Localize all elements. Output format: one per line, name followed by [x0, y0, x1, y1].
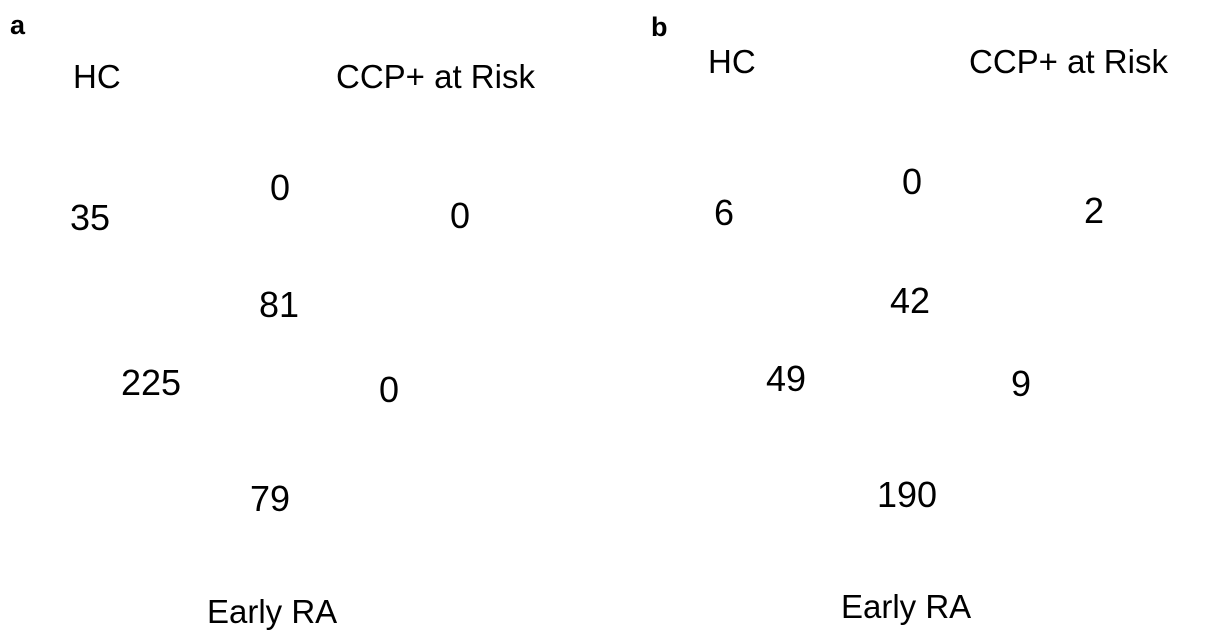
- count-center: 42: [890, 280, 931, 321]
- set-label-early-ra: Early RA: [207, 593, 338, 630]
- count-hc-ccp: 0: [902, 161, 923, 202]
- venn-panel-a: a HC CCP+ at Risk Early RA 35 0 0 81 225…: [0, 0, 600, 642]
- venn-panel-b: b HC CCP+ at Risk Early RA 6 0 2 42 49 9…: [600, 0, 1200, 642]
- count-hc-ra: 225: [121, 362, 182, 403]
- count-hc-only: 6: [714, 192, 735, 233]
- set-label-hc: HC: [708, 43, 756, 80]
- panel-label: a: [10, 10, 26, 40]
- set-label-ccp-at-risk: CCP+ at Risk: [336, 58, 535, 95]
- count-ccp-ra: 0: [379, 369, 400, 410]
- count-ccp-only: 2: [1084, 190, 1105, 231]
- count-ccp-ra: 9: [1011, 363, 1032, 404]
- set-label-hc: HC: [73, 58, 121, 95]
- set-label-early-ra: Early RA: [841, 588, 972, 625]
- count-hc-ra: 49: [766, 358, 807, 399]
- count-ra-only: 190: [877, 474, 938, 515]
- count-center: 81: [259, 284, 300, 325]
- count-ra-only: 79: [250, 478, 291, 519]
- count-ccp-only: 0: [450, 195, 471, 236]
- count-hc-ccp: 0: [270, 167, 291, 208]
- count-hc-only: 35: [70, 197, 111, 238]
- set-label-ccp-at-risk: CCP+ at Risk: [969, 43, 1168, 80]
- panel-label: b: [651, 12, 668, 42]
